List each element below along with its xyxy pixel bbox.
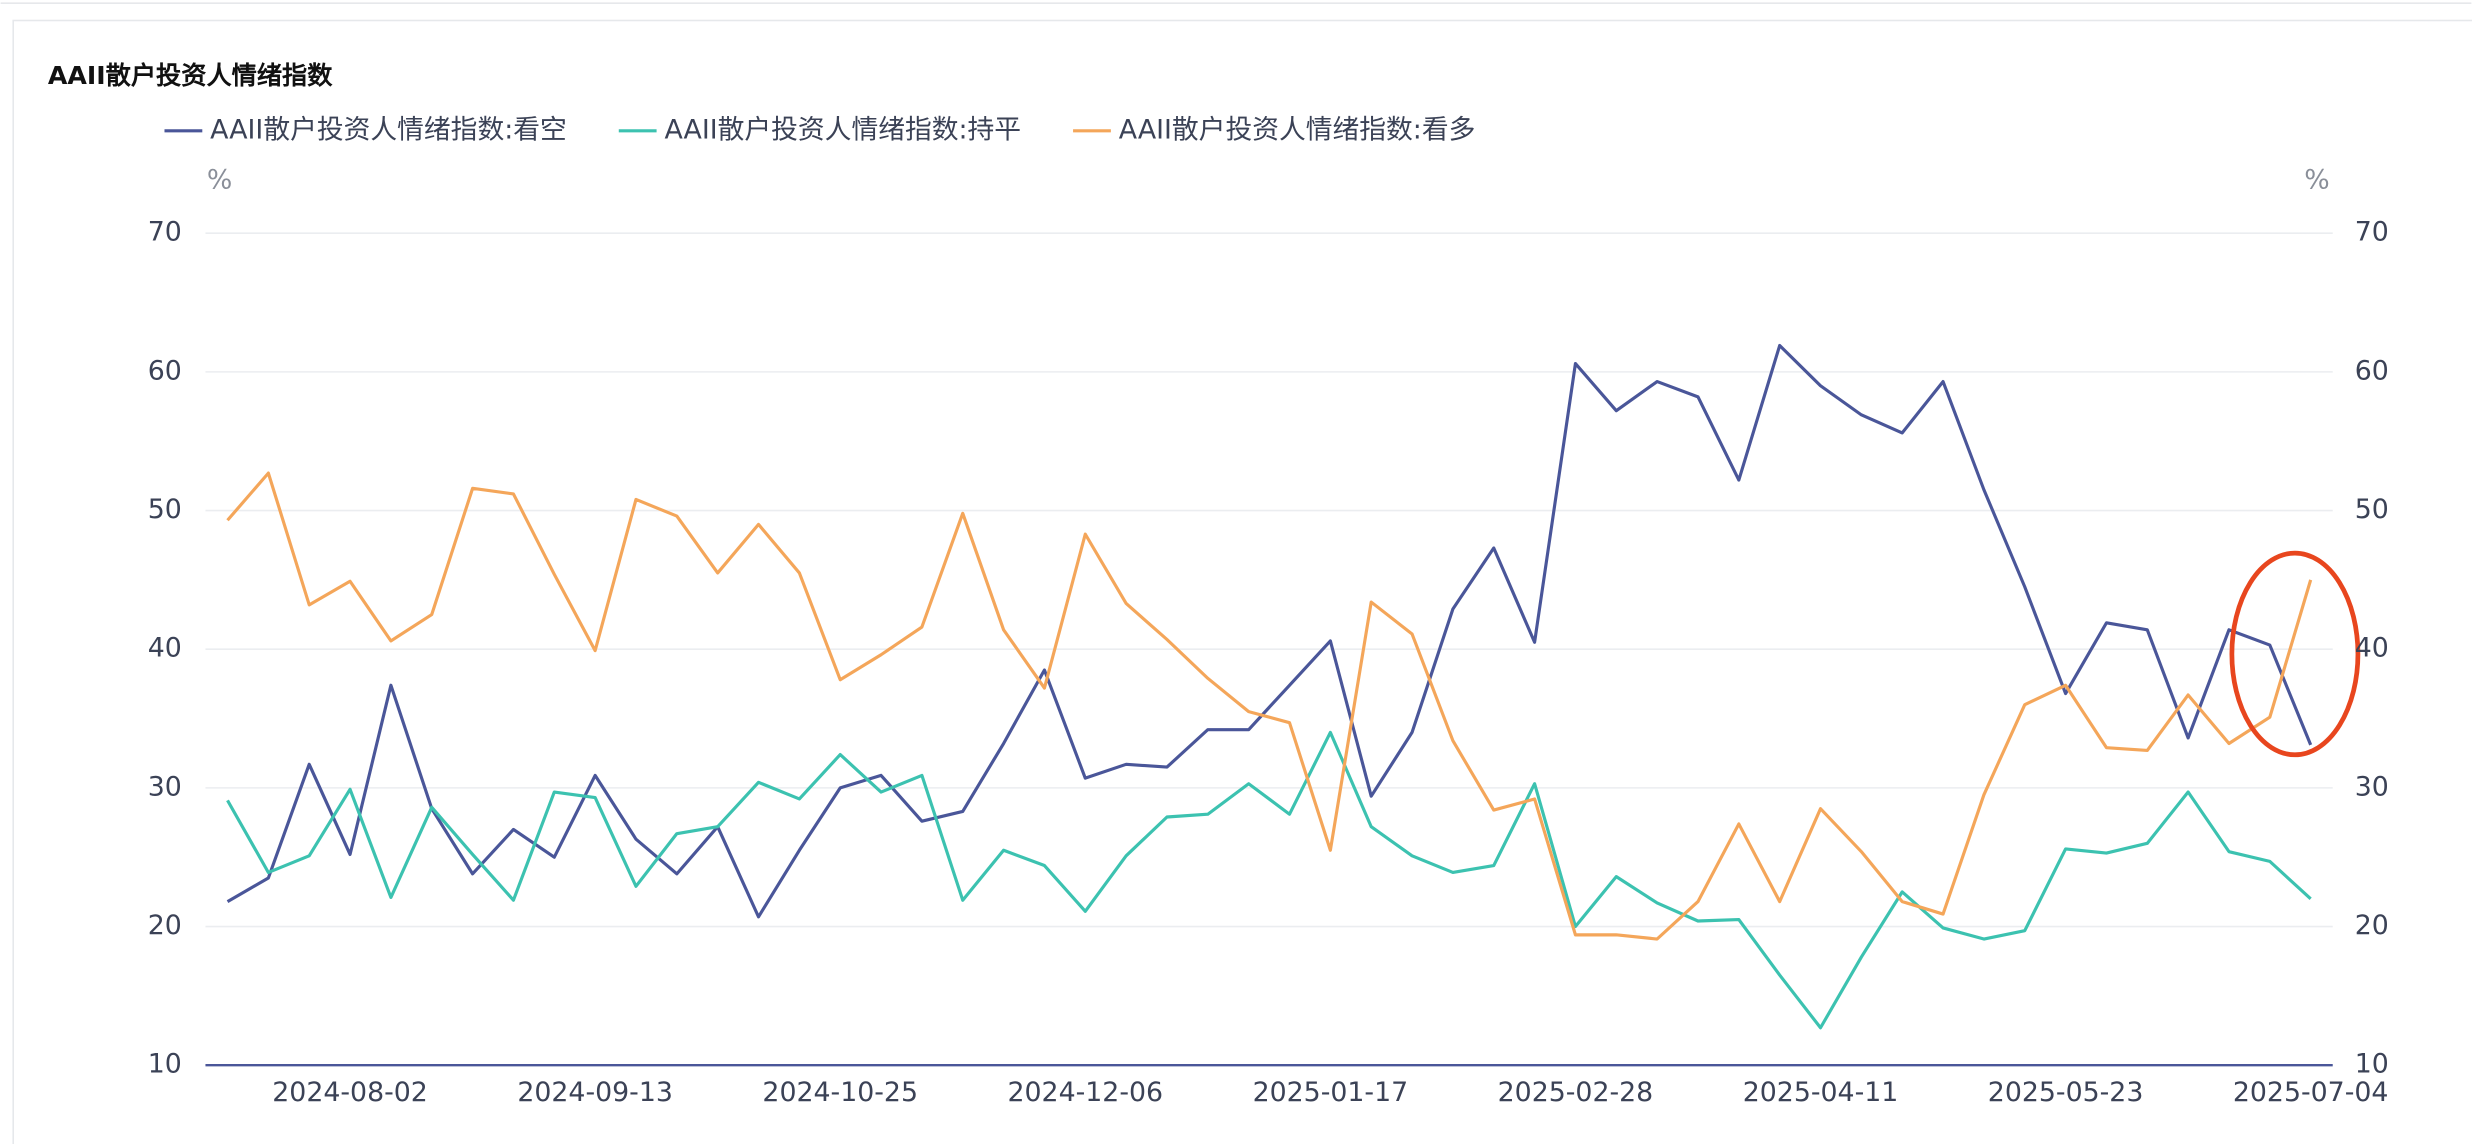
y-tick-label: 20	[148, 910, 182, 941]
legend-label: AAII散户投资人情绪指数:持平	[664, 114, 1021, 145]
y2-tick-label: 60	[2355, 355, 2389, 386]
x-tick-label: 2024-08-02	[272, 1077, 428, 1108]
y2-unit: %	[2304, 165, 2329, 196]
grid	[205, 232, 2333, 1067]
highlight-ellipse	[2229, 550, 2361, 758]
x-tick-label: 2025-05-23	[1988, 1077, 2144, 1108]
y-tick-label: 40	[148, 633, 182, 664]
chart-title: AAII散户投资人情绪指数	[48, 61, 333, 90]
y-tick-label: 60	[148, 355, 182, 386]
x-tick-label: 2025-04-11	[1743, 1077, 1899, 1108]
y-unit: %	[207, 165, 232, 196]
y-tick-label: 50	[148, 494, 182, 525]
x-tick-label: 2025-02-28	[1498, 1077, 1654, 1108]
card	[12, 19, 2472, 1144]
series-line	[226, 343, 2313, 919]
x-tick-label: 2024-10-25	[762, 1077, 918, 1108]
series-line	[226, 471, 2313, 941]
x-tick-label: 2024-09-13	[517, 1077, 673, 1108]
y-tick-label: 70	[148, 217, 182, 248]
y-tick-label: 10	[148, 1049, 182, 1080]
plot	[226, 343, 2313, 1030]
series-line	[226, 730, 2312, 1030]
legend-label: AAII散户投资人情绪指数:看多	[1119, 114, 1476, 145]
y2-tick-label: 40	[2355, 633, 2389, 664]
y2-tick-label: 30	[2355, 771, 2389, 802]
legend-label: AAII散户投资人情绪指数:看空	[210, 114, 567, 145]
y2-tick-label: 70	[2355, 217, 2389, 248]
y-tick-label: 30	[148, 771, 182, 802]
x-tick-label: 2025-07-04	[2233, 1077, 2389, 1108]
x-tick-label: 2024-12-06	[1008, 1077, 1164, 1108]
x-tick-label: 2025-01-17	[1253, 1077, 1409, 1108]
y2-tick-label: 20	[2355, 910, 2389, 941]
y2-tick-label: 10	[2355, 1049, 2389, 1080]
y2-tick-label: 50	[2355, 494, 2389, 525]
